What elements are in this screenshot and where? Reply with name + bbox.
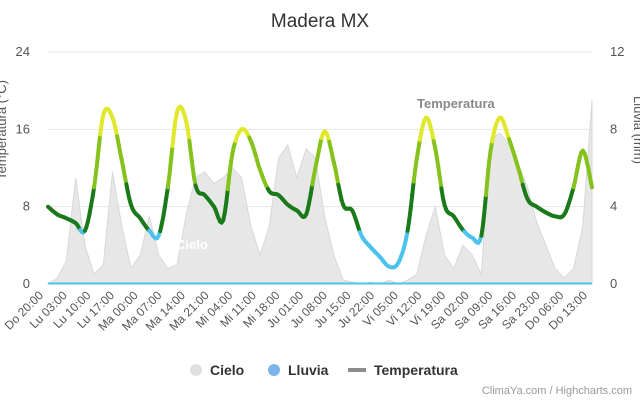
y-left-tick-label: 16 [16, 121, 30, 136]
temperatura-segment [589, 180, 594, 190]
y-axis-left-label: Temperatura (°C) [0, 80, 9, 180]
y-left-tick-label: 24 [16, 44, 30, 59]
temperatura-annotation: Temperatura [417, 96, 496, 111]
temperatura-segment [484, 176, 490, 198]
legend-temperatura-symbol [348, 368, 366, 372]
temperatura-segment [187, 138, 193, 156]
temperatura-segment [168, 144, 175, 164]
y-axis-right-ticks: 0 4 8 12 [610, 44, 624, 291]
cielo-annotation: Cielo [176, 237, 208, 252]
legend-lluvia-symbol [268, 364, 280, 376]
temperatura-segment [227, 161, 233, 178]
y-axis-right-label: Lluvia (mm) [631, 96, 640, 164]
temperatura-segment [410, 179, 416, 198]
legend-item-cielo[interactable]: Cielo [190, 362, 244, 378]
temperatura-segment [96, 132, 103, 151]
y-right-tick-label: 8 [610, 121, 617, 136]
temperatura-segment [170, 129, 176, 148]
y-right-tick-label: 0 [610, 276, 617, 291]
temperatura-segment [480, 209, 487, 228]
temperatura-segment [411, 167, 418, 184]
temperatura-segment [485, 160, 491, 181]
legend-cielo-label: Cielo [210, 362, 244, 378]
temperatura-segment [407, 206, 413, 223]
legend: Cielo Lluvia Temperatura [190, 362, 458, 378]
credits-link[interactable]: ClimaYa.com / Highcharts.com [482, 385, 632, 397]
legend-lluvia-label: Lluvia [288, 362, 329, 378]
legend-cielo-symbol [190, 364, 202, 376]
temperatura-segment [95, 146, 101, 165]
temperatura-segment [225, 173, 232, 192]
temperatura-segment [482, 193, 488, 214]
legend-item-temperatura[interactable]: Temperatura [348, 362, 458, 378]
legend-item-lluvia[interactable]: Lluvia [268, 362, 329, 378]
y-axis-left-ticks: 0 8 16 24 [16, 44, 30, 291]
chart-title: Madera MX [271, 11, 370, 32]
y-left-tick-label: 0 [23, 276, 30, 291]
temperatura-segment [224, 187, 230, 205]
temperatura-series[interactable] [46, 104, 594, 270]
temperatura-segment [408, 193, 415, 211]
y-right-tick-label: 12 [610, 44, 624, 59]
legend-temperatura-label: Temperatura [374, 362, 458, 378]
temperatura-segment [165, 173, 172, 190]
temperatura-segment [188, 151, 195, 169]
y-left-tick-label: 8 [23, 199, 30, 214]
temperatura-segment [487, 148, 493, 165]
y-right-tick-label: 4 [610, 199, 617, 214]
temperatura-segment [167, 159, 173, 178]
temperatura-segment [93, 160, 100, 179]
